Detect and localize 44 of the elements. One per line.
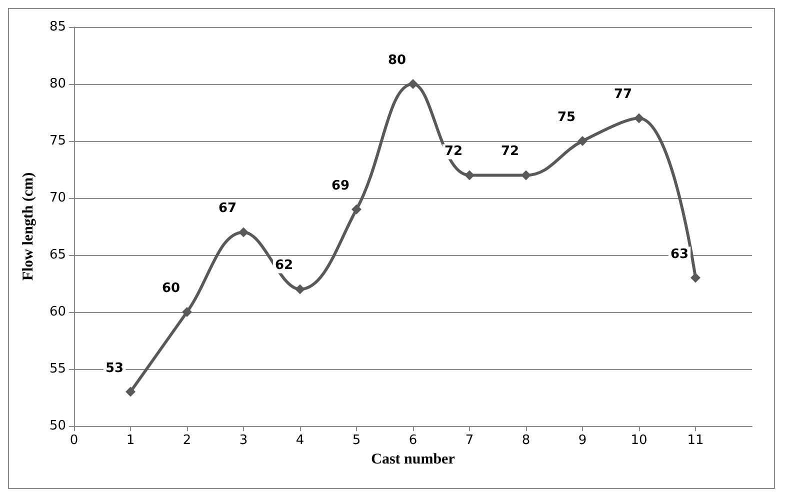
- y-tick-label: 50: [49, 418, 66, 434]
- x-tick-label: 0: [70, 433, 78, 448]
- data-label: 69: [332, 178, 350, 194]
- data-label: 80: [388, 53, 406, 68]
- data-label: 63: [670, 246, 689, 262]
- point: [690, 272, 700, 283]
- point: [182, 307, 192, 317]
- x-tick-label: 5: [352, 433, 361, 448]
- y-tick-label: 75: [49, 134, 66, 148]
- point: [634, 113, 644, 124]
- x-tick-label: 9: [578, 433, 587, 448]
- y-axis-title: Flow length (cm): [20, 172, 36, 281]
- point: [238, 227, 248, 238]
- x-axis-title: Cast number: [371, 452, 456, 468]
- data-label: 75: [558, 110, 576, 125]
- point: [521, 170, 531, 180]
- data-label: 72: [444, 144, 463, 160]
- y-tick-label: 85: [49, 20, 66, 34]
- y-tick-label: 70: [49, 190, 66, 206]
- data-label: 67: [218, 201, 237, 216]
- x-tick-label: 8: [522, 433, 530, 448]
- point: [352, 204, 362, 214]
- point: [464, 170, 474, 180]
- x-tick-label: 2: [182, 433, 192, 448]
- x-tick-label: 10: [630, 433, 648, 448]
- y-tick-label: 80: [49, 76, 66, 92]
- data-label: 53: [106, 360, 124, 376]
- y-tick-label: 60: [49, 304, 66, 320]
- x-tick-label: 7: [465, 433, 474, 448]
- x-tick-label: 11: [687, 433, 704, 448]
- data-label: 62: [275, 258, 294, 274]
- x-tick-label: 1: [126, 433, 135, 448]
- x-tick-label: 4: [296, 433, 304, 448]
- point: [295, 284, 305, 294]
- x-tick-label: 3: [239, 433, 248, 448]
- data-label: 60: [162, 281, 180, 296]
- point: [126, 386, 136, 397]
- data-label: 72: [501, 144, 520, 160]
- point: [408, 79, 418, 89]
- y-tick-label: 65: [49, 248, 66, 262]
- point: [578, 136, 588, 146]
- y-tick-label: 55: [49, 362, 66, 376]
- data-label: 77: [614, 87, 632, 102]
- x-tick-label: 6: [408, 433, 418, 448]
